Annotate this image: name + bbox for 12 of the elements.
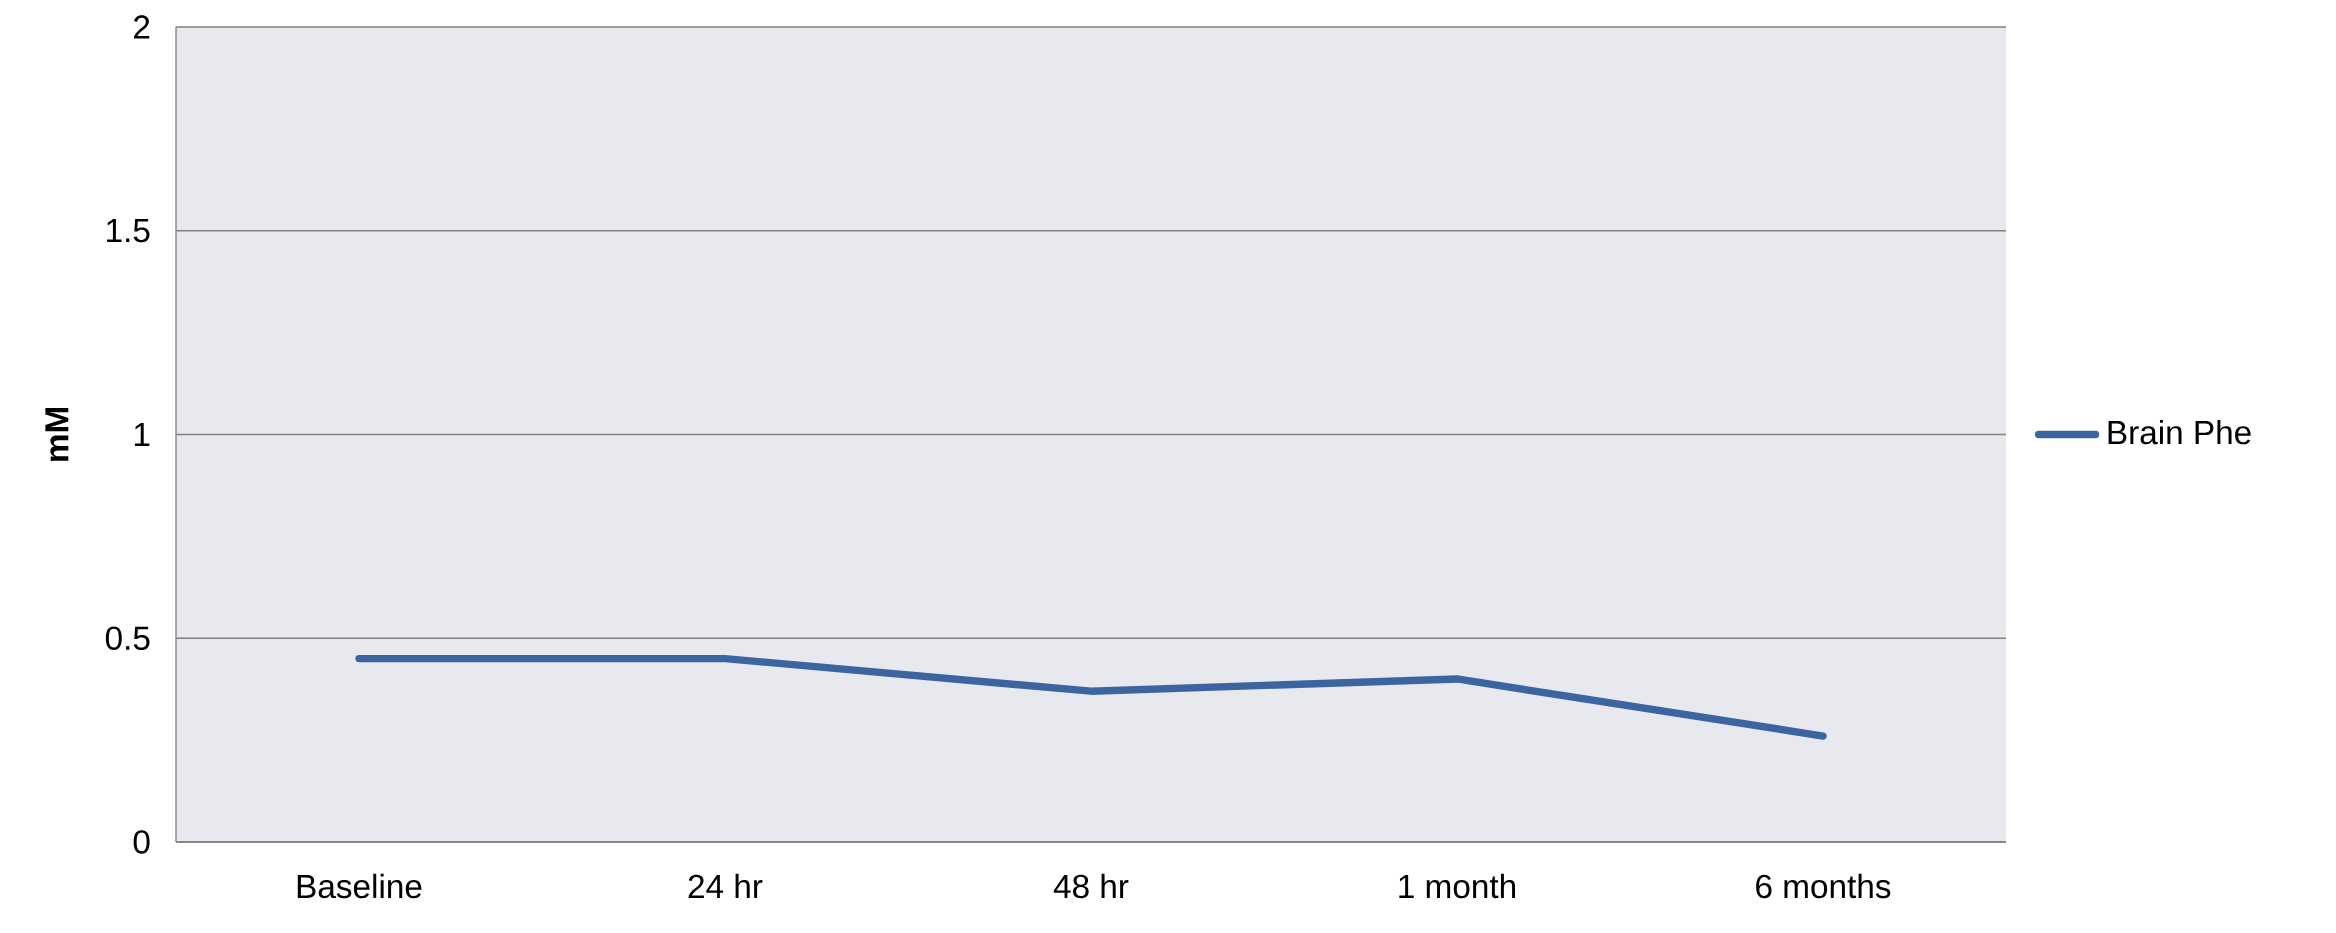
x-tick-label: 48 hr [1053, 873, 1129, 899]
y-tick-label: 1.5 [107, 219, 150, 243]
y-tick-label: 2 [134, 15, 150, 39]
x-tick-label: 24 hr [688, 873, 763, 898]
x-tick-label: 6 months [1756, 873, 1891, 899]
x-tick-label: 1 month [1399, 873, 1516, 899]
y-tick-label: 1 [134, 423, 150, 446]
y-tick-label: 0 [133, 830, 150, 854]
y-axis-title: mM [45, 407, 69, 461]
x-tick-label: Baseline [297, 873, 422, 899]
legend-label: Brain Phe [2108, 419, 2251, 445]
y-tick-label: 0.5 [105, 626, 150, 651]
